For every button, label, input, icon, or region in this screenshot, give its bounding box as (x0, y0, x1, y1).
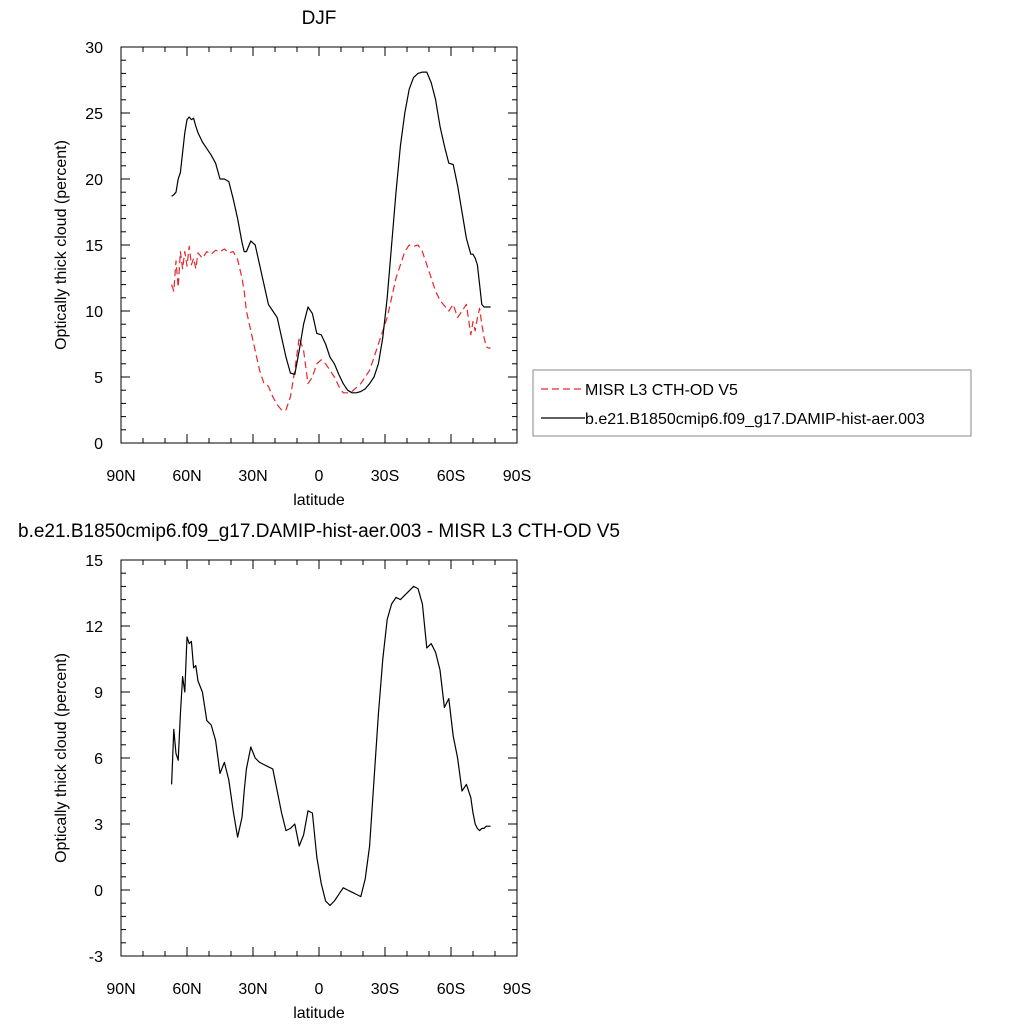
y-axis-label: Optically thick cloud (percent) (53, 140, 70, 350)
x-tick-label: 60N (172, 468, 201, 485)
x-tick-label: 60S (437, 981, 465, 998)
chart-panel-1: 90N 60N 30N 0 30S 60S 90S 0 5 10 15 20 25 30 latitude O… (53, 8, 972, 509)
x-tick-label: 0 (315, 468, 324, 485)
x-axis-label: latitude (293, 1005, 345, 1022)
legend-label: b.e21.B1850cmip6.f09_g17.DAMIP-hist-aer.… (585, 411, 925, 428)
x-axis-label: latitude (293, 492, 345, 509)
chart-panel-2: 90N 60N 30N 0 30S 60S 90S -3 0 3 6 9 12 15 latitude Opt… (18, 521, 620, 1022)
series-line-misr-l3-cth-od-v5 (171, 244, 491, 411)
legend: MISR L3 CTH-OD V5 b.e21.B1850cmip6.f09_g1… (532, 369, 972, 437)
x-tick-label: 90N (106, 981, 135, 998)
x-tick-label: 90N (106, 468, 135, 485)
series-line-b-e21-b1850cmip6-f09-g17-damip-hist-aer-003 (171, 71, 491, 394)
legend-label: MISR L3 CTH-OD V5 (585, 382, 738, 399)
x-tick-label: 30N (238, 981, 267, 998)
x-tick-label: 30N (238, 468, 267, 485)
y-tick-label: 15 (85, 553, 103, 570)
legend-box (532, 369, 972, 437)
y-tick-label: 12 (85, 619, 103, 636)
y-tick-label: 3 (94, 817, 103, 834)
y-tick-label: 15 (85, 238, 103, 255)
y-tick-label: 5 (94, 370, 103, 387)
x-tick-label: 90S (503, 981, 531, 998)
x-tick-label: 30S (371, 981, 399, 998)
chart-title: b.e21.B1850cmip6.f09_g17.DAMIP-hist-aer.… (18, 521, 620, 542)
y-tick-label: 10 (85, 304, 103, 321)
x-tick-label: 0 (315, 981, 324, 998)
plot-frame (120, 46, 518, 444)
x-tick-label: 30S (371, 468, 399, 485)
x-tick-label: 90S (503, 468, 531, 485)
y-tick-label: 6 (94, 751, 103, 768)
x-tick-label: 60N (172, 981, 201, 998)
y-tick-label: 0 (94, 883, 103, 900)
series-line-difference (171, 585, 491, 906)
y-tick-label: 0 (94, 436, 103, 453)
y-tick-label: -3 (89, 949, 103, 966)
chart-title: DJF (302, 8, 337, 29)
y-axis-label: Optically thick cloud (percent) (53, 653, 70, 863)
y-tick-label: 25 (85, 106, 103, 123)
y-tick-label: 20 (85, 172, 103, 189)
x-tick-label: 60S (437, 468, 465, 485)
y-tick-label: 9 (94, 685, 103, 702)
y-tick-label: 30 (85, 40, 103, 57)
